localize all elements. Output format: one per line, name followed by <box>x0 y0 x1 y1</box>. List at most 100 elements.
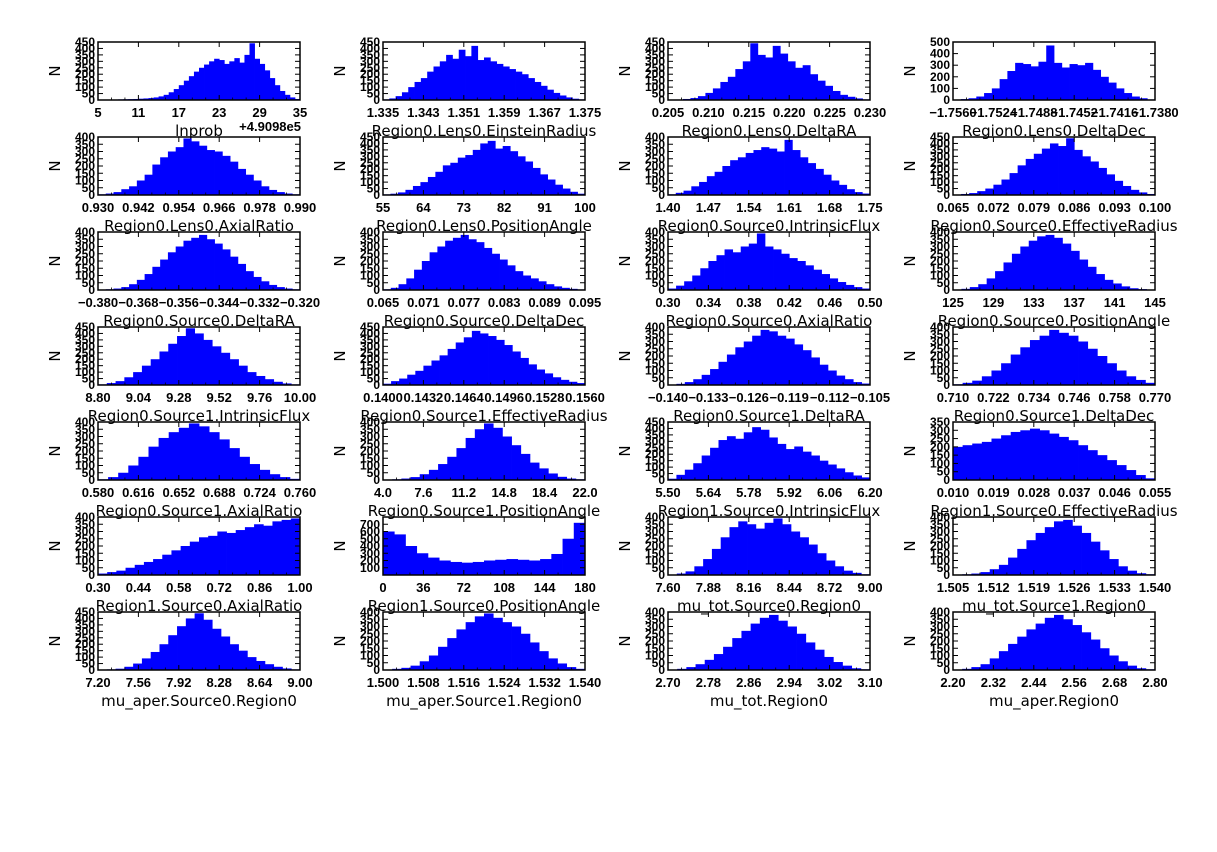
y-tick-label: 450 <box>360 320 380 334</box>
y-tick-label: 0 <box>943 93 950 107</box>
y-tick-label: 300 <box>75 54 95 68</box>
x-tick-label: 0.580 <box>82 485 115 500</box>
histogram-bar <box>711 548 722 575</box>
y-tick-label: 450 <box>75 35 95 49</box>
x-tick-label: 35 <box>293 105 307 120</box>
histogram-bar <box>1010 431 1021 480</box>
x-axis-label: Region1.Source0.AxialRatio <box>96 597 303 615</box>
y-tick-label: 0 <box>88 378 95 392</box>
y-tick-label: 350 <box>360 232 380 246</box>
histogram-bar <box>471 330 481 385</box>
histogram-bar <box>980 664 991 670</box>
y-tick-label: 250 <box>75 152 95 166</box>
histogram-bar <box>1035 532 1046 575</box>
histogram-bar <box>138 456 149 480</box>
histogram-bar <box>1010 354 1021 385</box>
histogram-bar <box>214 58 220 100</box>
histogram-bar <box>522 275 532 290</box>
y-tick-label: 100 <box>75 80 95 94</box>
x-tick-label: 9.52 <box>207 390 232 405</box>
x-tick-label: 1.359 <box>488 105 521 120</box>
histogram-bar <box>701 374 711 385</box>
y-tick-label: 50 <box>937 371 951 385</box>
x-tick-label: −0.105 <box>850 390 890 405</box>
y-tick-label: 150 <box>930 641 950 655</box>
histogram-bar <box>1135 379 1146 385</box>
histogram-bar <box>199 426 210 480</box>
x-tick-label: 0.710 <box>937 390 970 405</box>
histogram-bar <box>570 191 578 195</box>
histogram-bar <box>1017 165 1027 195</box>
histogram-bar <box>1116 465 1127 480</box>
histogram-bar <box>259 63 266 100</box>
y-axis-label: N <box>901 540 919 551</box>
histogram-bar <box>1044 527 1055 575</box>
y-axis-label: N <box>616 445 634 456</box>
histogram-bar <box>972 380 983 385</box>
histogram-bar <box>143 561 154 575</box>
histogram-bar <box>805 642 816 670</box>
histogram-bar <box>1099 648 1110 670</box>
histogram-panel: 1.335 1.343 1.351 1.359 1.367 1.375 0501001502… <box>331 35 601 140</box>
y-tick-label: 400 <box>645 130 665 144</box>
histogram-bar <box>730 160 739 195</box>
histogram-bar <box>160 259 169 290</box>
histogram-bar <box>1078 445 1089 480</box>
histogram-bar <box>529 462 540 480</box>
y-tick-label: 200 <box>360 444 380 458</box>
x-axis-label: Region0.Source1.AxialRatio <box>96 502 303 520</box>
histogram-bar <box>427 71 434 100</box>
histogram-bar <box>456 629 467 670</box>
histogram-bar <box>1079 259 1089 290</box>
histogram-bar <box>1001 363 1012 385</box>
plot-frame <box>952 41 1156 101</box>
histogram-bar <box>1041 148 1051 195</box>
histogram-panel: 7.60 7.88 8.16 8.44 8.72 9.00 0501001502002503… <box>616 510 883 616</box>
x-axis-label: Region0.Source0.PositionAngle <box>938 312 1171 330</box>
x-tick-label: 1.00 <box>287 580 312 595</box>
y-tick-label: 50 <box>367 656 381 670</box>
x-tick-label: 5 <box>94 105 101 120</box>
histogram-bar <box>1028 240 1038 290</box>
histogram-bar <box>737 157 747 195</box>
histogram-bar <box>743 432 753 480</box>
histogram-bar <box>279 90 286 100</box>
y-tick-label: 450 <box>360 35 380 49</box>
histogram-bar <box>168 343 178 385</box>
x-tick-label: 8.16 <box>736 580 761 595</box>
y-tick-label: 50 <box>367 182 381 196</box>
histogram-bar <box>465 56 472 100</box>
y-tick-label: 0 <box>88 283 95 297</box>
x-tick-label: 1.505 <box>937 580 970 595</box>
x-tick-label: 0.210 <box>692 105 725 120</box>
y-tick-label: 350 <box>645 428 665 442</box>
histogram-bar <box>118 472 129 480</box>
y-tick-label: 300 <box>645 620 665 634</box>
x-offset-label: +4.9098e5 <box>239 119 301 134</box>
histogram-bar <box>487 140 496 195</box>
y-tick-label: 50 <box>652 561 666 575</box>
y-tick-label: 300 <box>930 58 950 72</box>
histogram-bar <box>395 96 403 100</box>
histogram-bar <box>144 174 153 195</box>
x-tick-label: 1.367 <box>528 105 561 120</box>
x-tick-label: 0.230 <box>854 105 887 120</box>
x-tick-label: 2.20 <box>940 675 965 690</box>
x-tick-label: 2.94 <box>777 675 803 690</box>
histogram-bar <box>447 638 457 670</box>
histogram-bar <box>457 157 466 195</box>
x-tick-label: 0.010 <box>937 485 970 500</box>
histogram-bar <box>548 658 558 670</box>
histogram-panel: 125 129 133 137 141 145 0501001502002503003504… <box>901 225 1170 330</box>
y-tick-label: 150 <box>930 448 950 462</box>
histogram-bar <box>282 668 292 670</box>
x-tick-label: 2.32 <box>981 675 1006 690</box>
y-tick-label: 300 <box>360 546 380 560</box>
histogram-bar <box>261 281 270 290</box>
x-tick-label: 23 <box>212 105 226 120</box>
histogram-bar <box>1009 173 1019 195</box>
histogram-bar <box>496 339 505 385</box>
histogram-bar <box>784 139 793 195</box>
histogram-bar <box>245 174 254 195</box>
x-tick-label: 0.1560 <box>565 390 605 405</box>
